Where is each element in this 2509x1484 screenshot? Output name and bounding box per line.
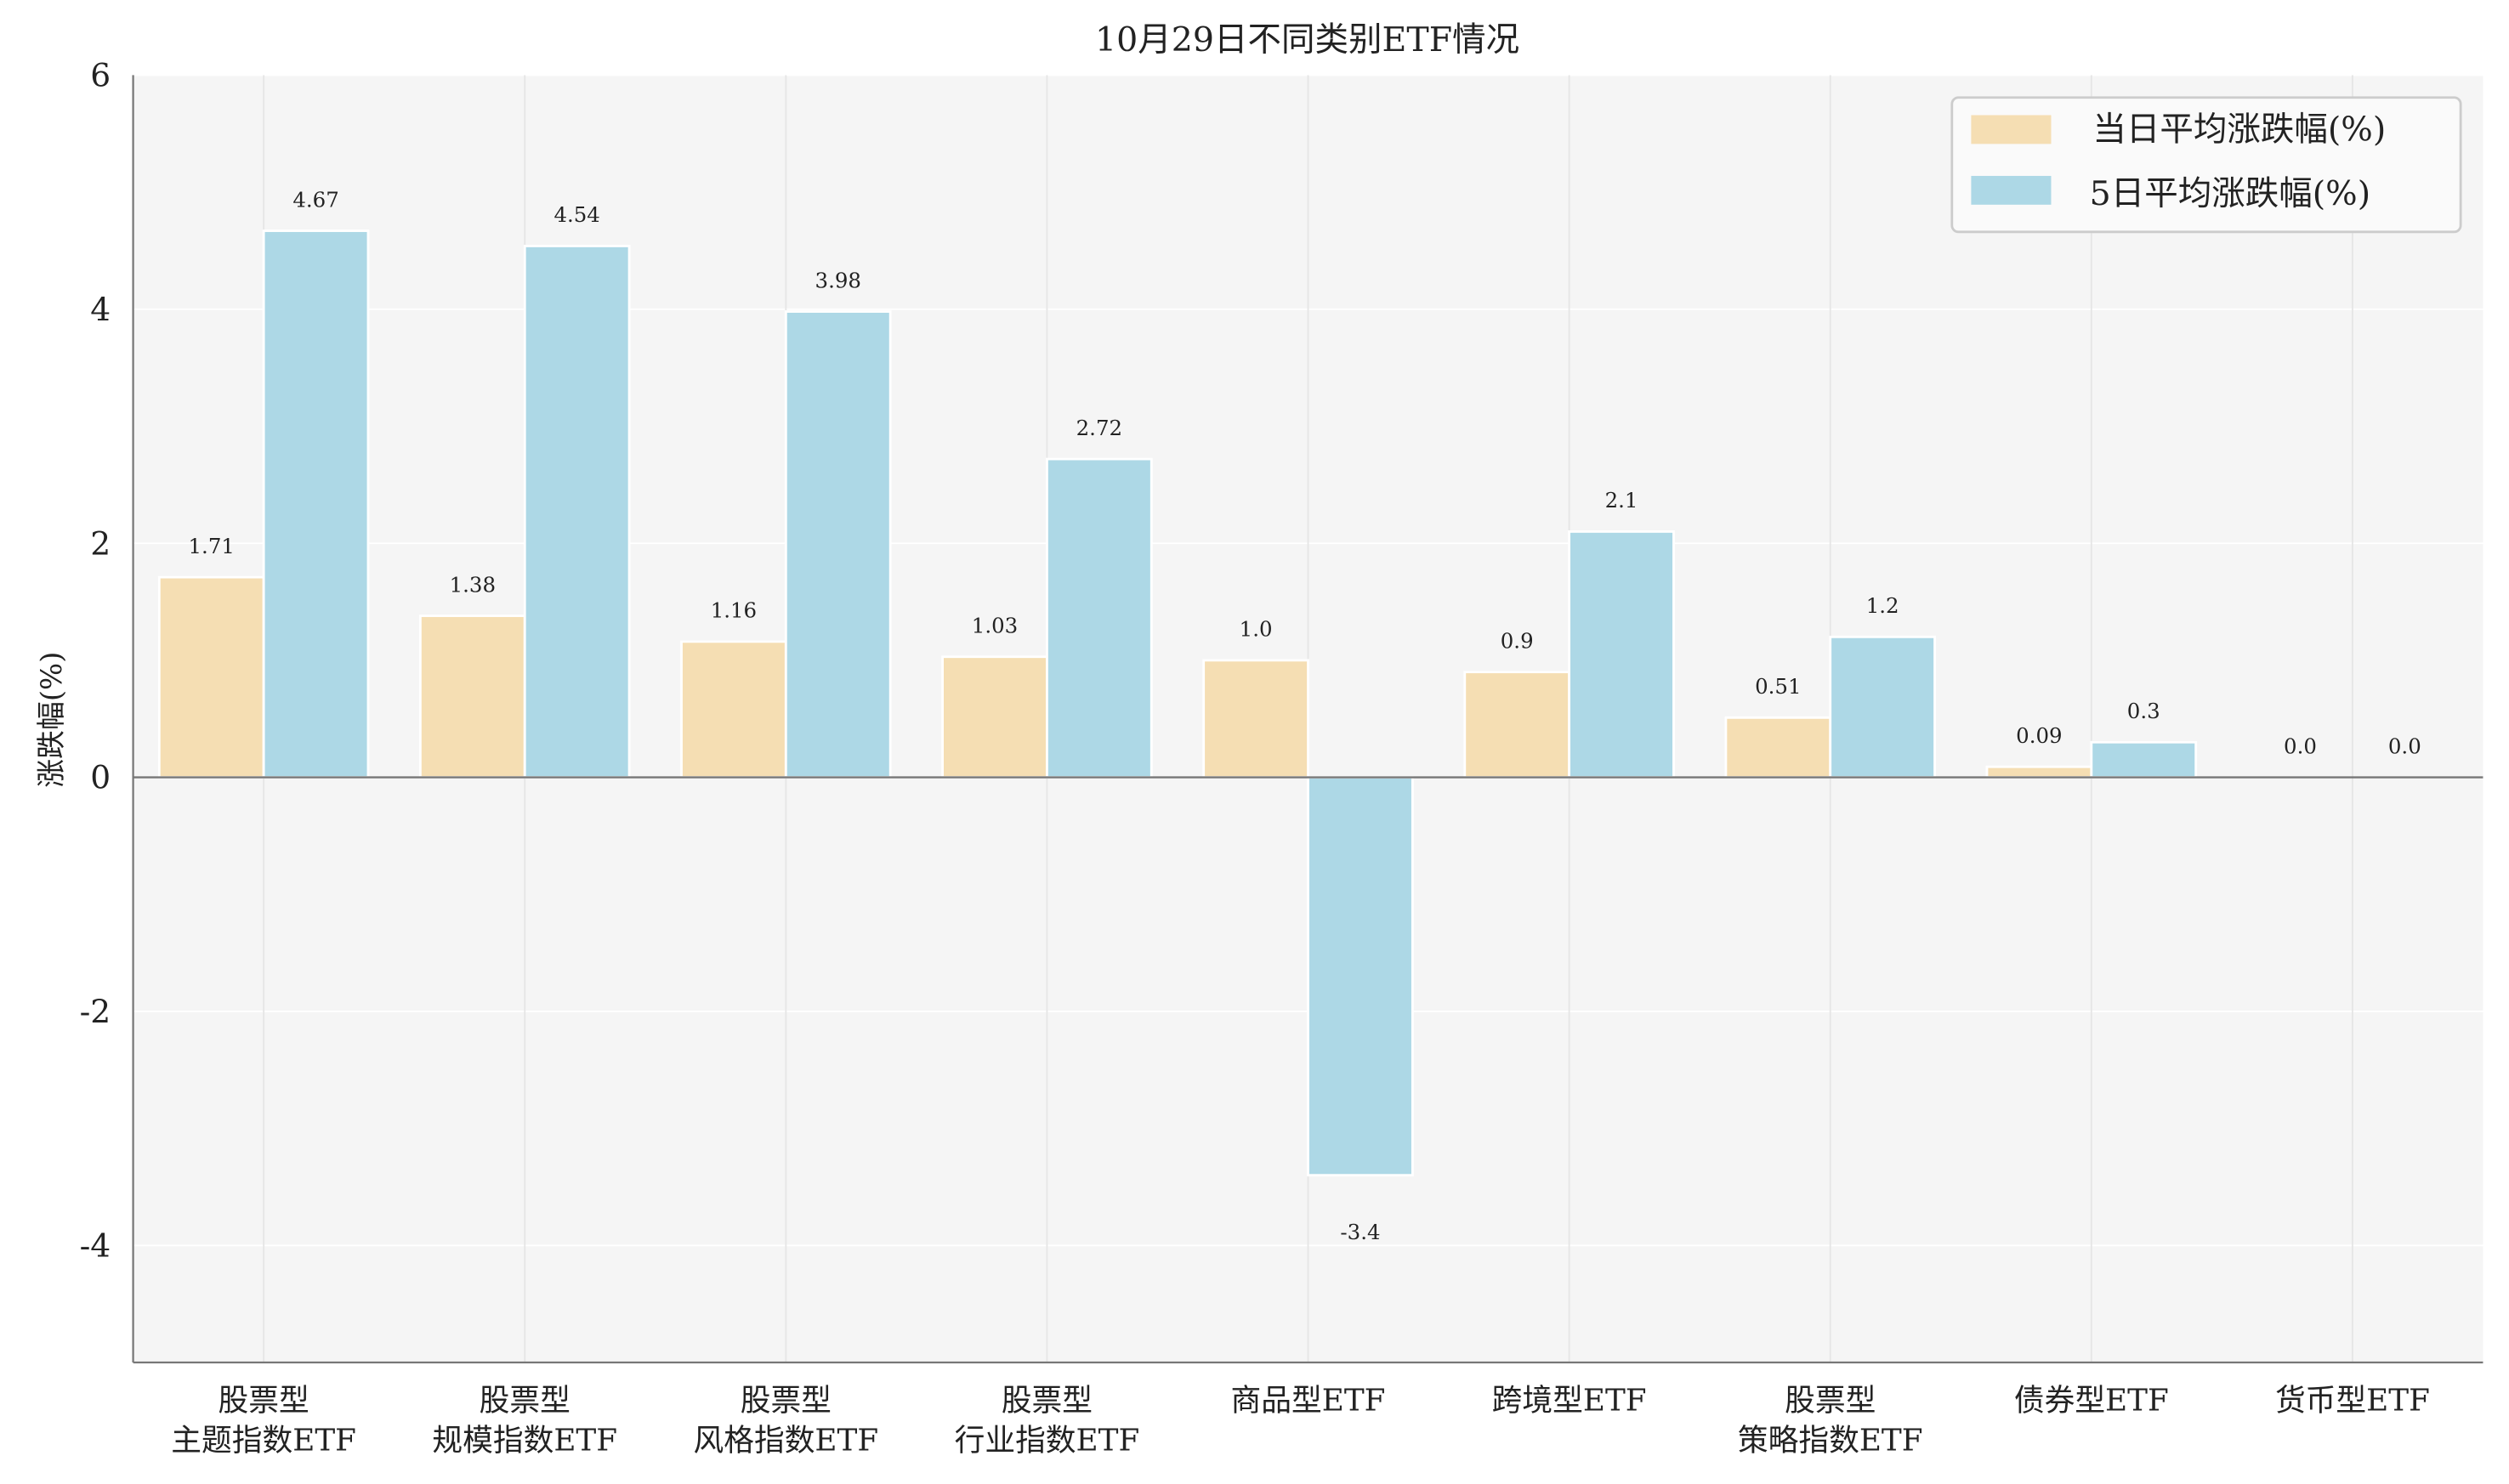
x-tick-label: 规模指数ETF bbox=[432, 1423, 617, 1458]
legend-label-5day: 5日平均涨跌幅(%) bbox=[2090, 174, 2371, 213]
bar-daily bbox=[1724, 716, 1832, 779]
data-label: 0.0 bbox=[2388, 734, 2421, 758]
y-tick-label: 2 bbox=[90, 524, 111, 562]
data-label: 1.38 bbox=[450, 572, 496, 597]
bar-5day bbox=[1568, 530, 1675, 779]
data-label: 0.9 bbox=[1501, 628, 1534, 653]
y-tick-label: -4 bbox=[80, 1226, 111, 1264]
y-tick-label: -2 bbox=[80, 993, 111, 1030]
x-tick-label: 跨境型ETF bbox=[1492, 1383, 1647, 1418]
bar-5day bbox=[2090, 740, 2198, 779]
x-tick-label: 货币型ETF bbox=[2275, 1383, 2430, 1418]
data-label: 3.98 bbox=[815, 268, 861, 292]
legend-box bbox=[1950, 96, 2462, 234]
bar-5day bbox=[784, 310, 892, 779]
y-tick-label: 4 bbox=[90, 291, 111, 328]
data-label: 2.1 bbox=[1605, 488, 1638, 513]
bar-daily bbox=[1202, 659, 1309, 779]
x-tick-label: 股票型 bbox=[480, 1383, 570, 1418]
data-label: 1.03 bbox=[972, 614, 1018, 638]
bar-5day bbox=[1307, 776, 1414, 1177]
x-tick-label: 策略指数ETF bbox=[1738, 1423, 1923, 1458]
x-tick-label: 商品型ETF bbox=[1231, 1383, 1386, 1418]
legend-label-daily: 当日平均涨跌幅(%) bbox=[2092, 110, 2386, 150]
x-tick-label: 股票型 bbox=[1785, 1383, 1876, 1418]
data-label: 4.67 bbox=[292, 187, 338, 212]
bar-5day bbox=[1046, 457, 1153, 779]
x-tick-label: 主题指数ETF bbox=[171, 1423, 356, 1458]
bar-daily bbox=[941, 655, 1048, 779]
legend-swatch-5day bbox=[1971, 175, 2052, 205]
bar-5day bbox=[1829, 635, 1936, 779]
bar-daily bbox=[1463, 671, 1571, 779]
x-tick-label: 债券型ETF bbox=[2014, 1383, 2169, 1418]
data-label: 2.72 bbox=[1076, 416, 1122, 440]
data-label: 0.3 bbox=[2127, 699, 2160, 723]
bar-daily bbox=[680, 640, 787, 779]
legend-swatch-daily bbox=[1971, 115, 2052, 144]
legend: 当日平均涨跌幅(%) 5日平均涨跌幅(%) bbox=[1950, 96, 2462, 234]
x-tick-label: 行业指数ETF bbox=[955, 1423, 1140, 1458]
bar-daily bbox=[418, 615, 526, 779]
x-tick-label: 风格指数ETF bbox=[694, 1423, 879, 1458]
y-tick-label: 0 bbox=[90, 759, 111, 796]
data-label: 0.09 bbox=[2016, 723, 2062, 748]
y-tick-label: 6 bbox=[90, 57, 111, 94]
data-label: -3.4 bbox=[1340, 1220, 1380, 1244]
chart-title: 10月29日不同类别ETF情况 bbox=[1095, 20, 1519, 59]
data-label: 0.51 bbox=[1755, 674, 1801, 699]
x-tick-label: 股票型 bbox=[741, 1383, 832, 1418]
bar-5day bbox=[262, 229, 370, 779]
x-tick-label: 股票型 bbox=[1002, 1383, 1093, 1418]
data-label: 0.0 bbox=[2284, 734, 2317, 758]
data-label: 1.71 bbox=[189, 534, 235, 558]
bar-daily bbox=[157, 575, 265, 779]
y-axis-label: 涨跌幅(%) bbox=[35, 652, 68, 788]
bar-daily bbox=[1985, 765, 2093, 779]
bar-5day bbox=[523, 245, 631, 779]
data-label: 4.54 bbox=[553, 202, 599, 227]
data-label: 1.0 bbox=[1240, 617, 1273, 642]
data-label: 1.2 bbox=[1866, 593, 1899, 618]
x-tick-label: 股票型 bbox=[219, 1383, 309, 1418]
data-label: 1.16 bbox=[711, 598, 757, 623]
